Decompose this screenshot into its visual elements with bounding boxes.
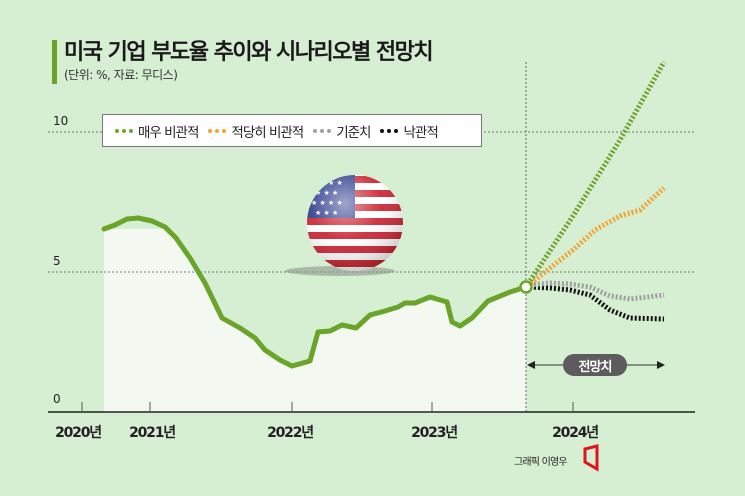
- legend-label: 매우 비관적: [138, 124, 199, 141]
- legend-item-optimistic: 낙관적: [380, 121, 439, 141]
- current-point-marker: [519, 280, 533, 294]
- x-tick-2021: 2021년: [129, 425, 176, 441]
- legend-item-baseline: 기준치: [313, 121, 371, 141]
- baseline-swatch-icon: [313, 128, 332, 133]
- y-tick-10: 10: [53, 114, 69, 128]
- very-pessimistic-swatch-icon: [115, 128, 133, 133]
- x-tick-2024: 2024년: [552, 425, 599, 441]
- title-accent-bar: [52, 40, 57, 84]
- optimistic-swatch-icon: [380, 128, 399, 133]
- chart-title: 미국 기업 부도율 추이와 시나리오별 전망치: [64, 40, 434, 65]
- arrow-right-icon: [657, 361, 665, 369]
- history-area-mask: [104, 210, 526, 366]
- us-flag-globe-icon: ★ ★ ★ ★ ★ ★ ★ ★ ★ ★ ★ ★ ★ ★: [307, 175, 403, 271]
- scenario-very-pessimistic-line: [525, 60, 667, 286]
- y-tick-5: 5: [53, 254, 61, 268]
- scenario-baseline-line: [529, 280, 665, 302]
- legend-label: 기준치: [336, 124, 371, 141]
- legend-item-very-pessimistic: 매우 비관적: [115, 121, 199, 141]
- scenario-moderate-line: [526, 186, 666, 288]
- legend-label: 적당히 비관적: [231, 124, 304, 141]
- history-line: [101, 215, 529, 369]
- graphic-credit: 그래픽 이영우: [514, 457, 568, 468]
- x-tick-2022: 2022년: [267, 425, 314, 441]
- x-tick-2023: 2023년: [411, 425, 458, 441]
- legend-label: 낙관적: [403, 124, 438, 141]
- chart-subtitle: (단위: %, 자료: 무디스): [64, 68, 178, 82]
- x-tick-2020: 2020년: [55, 425, 102, 441]
- x-ticks: [81, 402, 574, 412]
- y-tick-0: 0: [53, 392, 61, 406]
- arrow-left-icon: [527, 361, 535, 369]
- legend-item-moderate: 적당히 비관적: [208, 121, 304, 141]
- scenario-optimistic-line: [529, 284, 665, 322]
- moderate-swatch-icon: [208, 128, 227, 133]
- publisher-logo-icon: [583, 444, 599, 472]
- forecast-badge: 전망치: [563, 354, 627, 376]
- chart-legend: 매우 비관적 적당히 비관적 기준치 낙관적: [102, 114, 482, 147]
